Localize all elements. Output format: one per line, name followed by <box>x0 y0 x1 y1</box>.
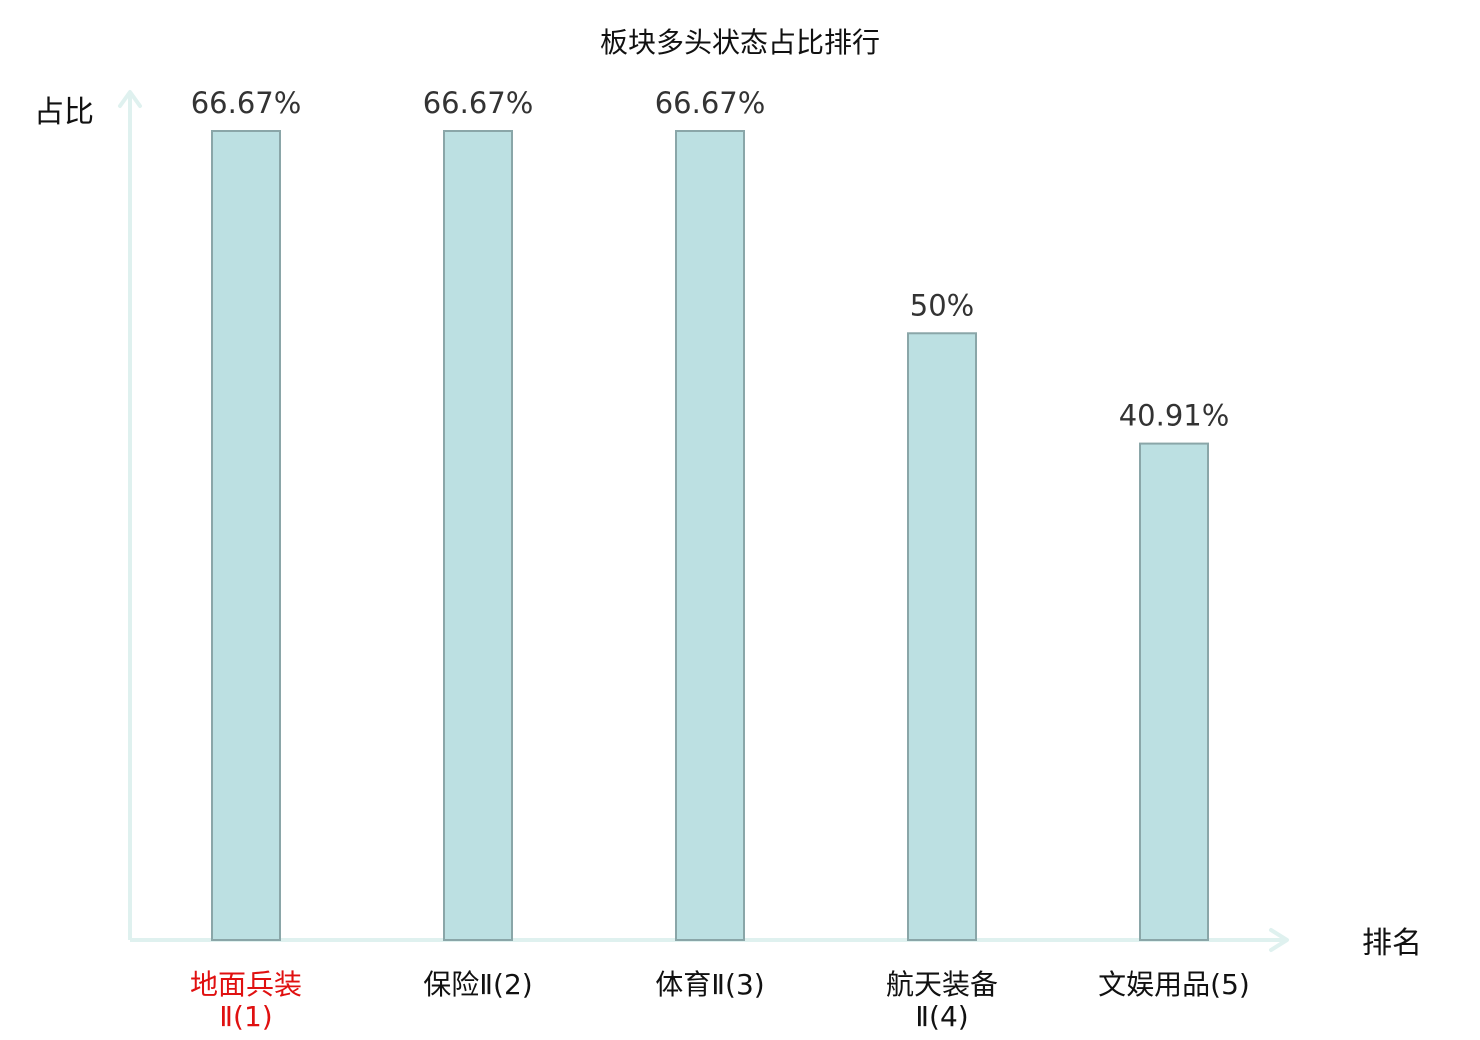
category-label-5: 文娱用品(5) <box>1098 968 1250 1001</box>
category-label-3: 体育Ⅱ(3) <box>655 968 764 1001</box>
value-labels-group: 66.67% 66.67% 66.67% 50% 40.91% <box>191 86 1230 433</box>
category-label-line: 保险Ⅱ(2) <box>423 968 532 1001</box>
y-axis <box>118 90 142 940</box>
x-axis-label: 排名 <box>1362 926 1422 961</box>
chart-title: 板块多头状态占比排行 <box>600 26 880 59</box>
value-label-2: 66.67% <box>423 86 534 120</box>
category-label-line: 航天装备 <box>886 968 998 1001</box>
bar-4 <box>907 332 977 941</box>
category-label-line: 地面兵装 <box>190 968 302 1001</box>
value-label-1: 66.67% <box>191 86 302 120</box>
value-label-4: 50% <box>910 288 974 322</box>
category-label-2: 保险Ⅱ(2) <box>423 968 532 1001</box>
value-label-5: 40.91% <box>1119 399 1230 433</box>
category-label-line: Ⅱ(4) <box>915 1000 968 1033</box>
y-axis-label: 占比 <box>34 95 94 130</box>
category-label-line: Ⅱ(1) <box>219 1000 272 1033</box>
bar-3 <box>675 130 745 941</box>
category-labels-group: 地面兵装 Ⅱ(1) 保险Ⅱ(2) 体育Ⅱ(3) 航天装备 Ⅱ(4) 文娱用品(5) <box>190 968 1250 1033</box>
bars-group <box>211 130 1209 941</box>
category-label-1: 地面兵装 Ⅱ(1) <box>190 968 302 1033</box>
category-label-line: 文娱用品(5) <box>1098 968 1250 1001</box>
bar-1 <box>211 130 281 941</box>
value-label-3: 66.67% <box>655 86 766 120</box>
category-label-line: 体育Ⅱ(3) <box>655 968 764 1001</box>
category-label-4: 航天装备 Ⅱ(4) <box>886 968 998 1033</box>
bar-5 <box>1139 442 1209 941</box>
bar-2 <box>443 130 513 941</box>
